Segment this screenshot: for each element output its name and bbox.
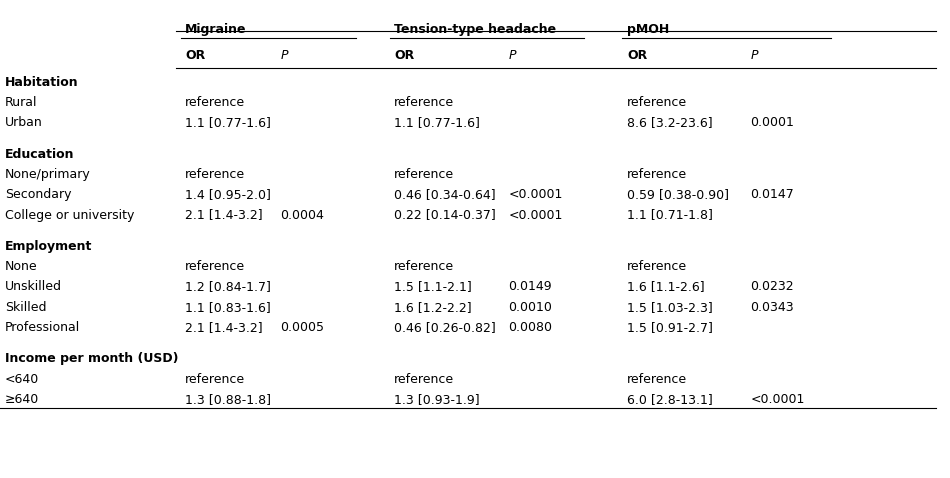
Text: 0.0001: 0.0001 xyxy=(750,117,794,130)
Text: None: None xyxy=(5,261,37,273)
Text: reference: reference xyxy=(394,168,454,181)
Text: Income per month (USD): Income per month (USD) xyxy=(5,352,179,366)
Text: 1.6 [1.2-2.2]: 1.6 [1.2-2.2] xyxy=(394,301,472,314)
Text: <640: <640 xyxy=(5,372,39,386)
Text: 8.6 [3.2-23.6]: 8.6 [3.2-23.6] xyxy=(627,117,712,130)
Text: 1.1 [0.83-1.6]: 1.1 [0.83-1.6] xyxy=(185,301,271,314)
Text: 0.0147: 0.0147 xyxy=(750,188,794,201)
Text: Tension-type headache: Tension-type headache xyxy=(394,23,557,36)
Text: Secondary: Secondary xyxy=(5,188,71,201)
Text: pMOH: pMOH xyxy=(627,23,669,36)
Text: P: P xyxy=(508,49,516,62)
Text: 1.1 [0.77-1.6]: 1.1 [0.77-1.6] xyxy=(394,117,480,130)
Text: OR: OR xyxy=(394,49,414,62)
Text: 1.6 [1.1-2.6]: 1.6 [1.1-2.6] xyxy=(627,281,705,293)
Text: 0.22 [0.14-0.37]: 0.22 [0.14-0.37] xyxy=(394,208,496,221)
Text: Skilled: Skilled xyxy=(5,301,47,314)
Text: reference: reference xyxy=(627,261,687,273)
Text: 1.2 [0.84-1.7]: 1.2 [0.84-1.7] xyxy=(185,281,271,293)
Text: 0.0005: 0.0005 xyxy=(280,321,324,334)
Text: 0.0004: 0.0004 xyxy=(280,208,324,221)
Text: reference: reference xyxy=(185,168,245,181)
Text: 1.5 [1.03-2.3]: 1.5 [1.03-2.3] xyxy=(627,301,712,314)
Text: 2.1 [1.4-3.2]: 2.1 [1.4-3.2] xyxy=(185,321,263,334)
Text: reference: reference xyxy=(394,97,454,109)
Text: reference: reference xyxy=(394,261,454,273)
Text: 0.0232: 0.0232 xyxy=(750,281,794,293)
Text: Education: Education xyxy=(5,148,74,161)
Text: Unskilled: Unskilled xyxy=(5,281,62,293)
Text: <0.0001: <0.0001 xyxy=(508,188,562,201)
Text: Professional: Professional xyxy=(5,321,80,334)
Text: 0.0010: 0.0010 xyxy=(508,301,552,314)
Text: reference: reference xyxy=(627,97,687,109)
Text: 0.46 [0.34-0.64]: 0.46 [0.34-0.64] xyxy=(394,188,496,201)
Text: ≥640: ≥640 xyxy=(5,392,39,406)
Text: 1.4 [0.95-2.0]: 1.4 [0.95-2.0] xyxy=(185,188,271,201)
Text: reference: reference xyxy=(394,372,454,386)
Text: OR: OR xyxy=(185,49,205,62)
Text: None/primary: None/primary xyxy=(5,168,90,181)
Text: 0.46 [0.26-0.82]: 0.46 [0.26-0.82] xyxy=(394,321,496,334)
Text: 1.5 [0.91-2.7]: 1.5 [0.91-2.7] xyxy=(627,321,712,334)
Text: Employment: Employment xyxy=(5,240,92,253)
Text: reference: reference xyxy=(185,97,245,109)
Text: reference: reference xyxy=(185,372,245,386)
Text: Urban: Urban xyxy=(5,117,43,130)
Text: P: P xyxy=(750,49,758,62)
Text: Habitation: Habitation xyxy=(5,76,78,89)
Text: 0.0149: 0.0149 xyxy=(508,281,552,293)
Text: 1.1 [0.71-1.8]: 1.1 [0.71-1.8] xyxy=(627,208,712,221)
Text: Migraine: Migraine xyxy=(185,23,247,36)
Text: 1.3 [0.93-1.9]: 1.3 [0.93-1.9] xyxy=(394,392,480,406)
Text: reference: reference xyxy=(627,372,687,386)
Text: P: P xyxy=(280,49,288,62)
Text: College or university: College or university xyxy=(5,208,134,221)
Text: 6.0 [2.8-13.1]: 6.0 [2.8-13.1] xyxy=(627,392,712,406)
Text: 2.1 [1.4-3.2]: 2.1 [1.4-3.2] xyxy=(185,208,263,221)
Text: 1.3 [0.88-1.8]: 1.3 [0.88-1.8] xyxy=(185,392,272,406)
Text: <0.0001: <0.0001 xyxy=(508,208,562,221)
Text: Rural: Rural xyxy=(5,97,37,109)
Text: <0.0001: <0.0001 xyxy=(750,392,805,406)
Text: OR: OR xyxy=(627,49,647,62)
Text: 0.0080: 0.0080 xyxy=(508,321,552,334)
Text: reference: reference xyxy=(185,261,245,273)
Text: reference: reference xyxy=(627,168,687,181)
Text: 1.1 [0.77-1.6]: 1.1 [0.77-1.6] xyxy=(185,117,271,130)
Text: 1.5 [1.1-2.1]: 1.5 [1.1-2.1] xyxy=(394,281,472,293)
Text: 0.59 [0.38-0.90]: 0.59 [0.38-0.90] xyxy=(627,188,729,201)
Text: 0.0343: 0.0343 xyxy=(750,301,794,314)
